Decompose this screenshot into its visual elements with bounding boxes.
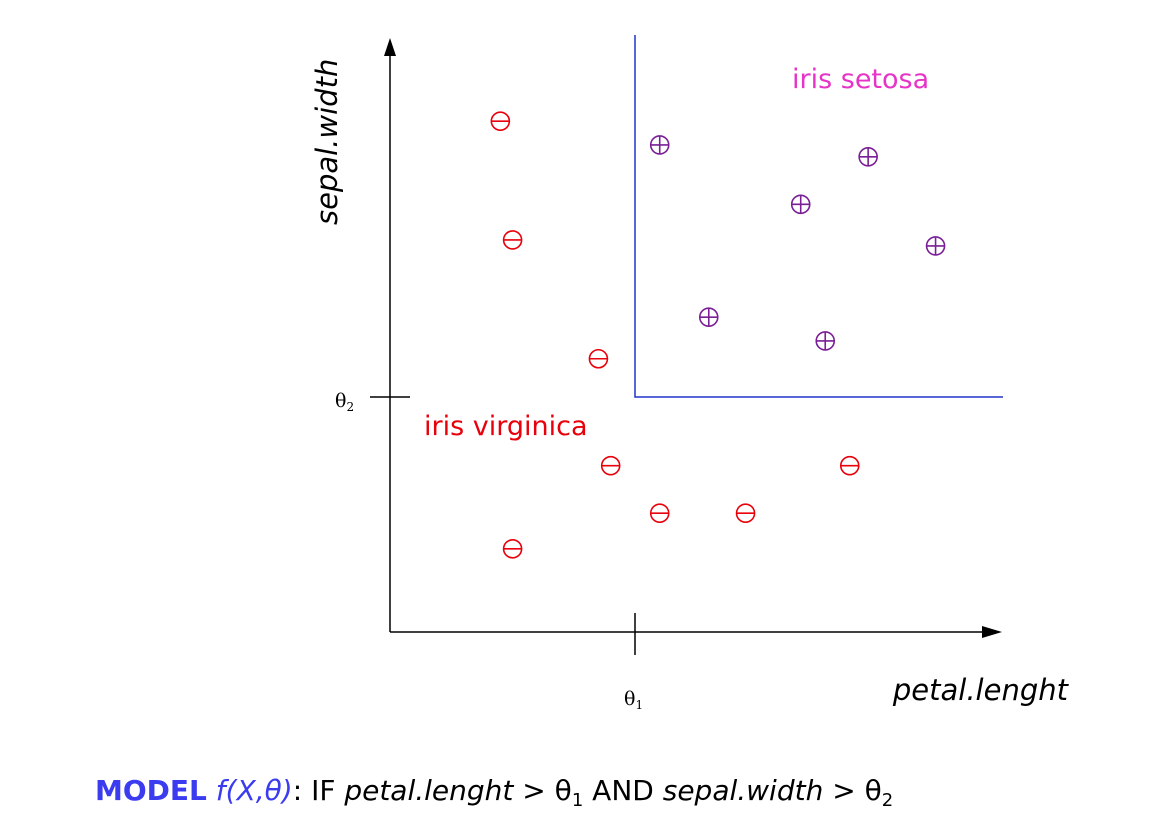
minus-marker bbox=[735, 503, 756, 524]
y-axis-label: sepal.width bbox=[310, 59, 344, 225]
decision-boundary-line bbox=[634, 35, 1003, 398]
theta2-label: θ2 bbox=[335, 390, 354, 414]
region-label-virginica: iris virginica bbox=[424, 411, 588, 442]
plus-marker bbox=[790, 194, 811, 215]
minus-marker bbox=[600, 455, 621, 476]
decision-boundary-diagram: petal.lenght sepal.width θ1 θ2 iris seto… bbox=[310, 35, 1070, 712]
model-theta2-sub: 2 bbox=[881, 790, 894, 811]
minus-marker bbox=[490, 111, 511, 131]
plus-marker bbox=[925, 236, 946, 256]
setosa-markers bbox=[649, 135, 946, 351]
plus-marker bbox=[698, 307, 719, 327]
plus-marker bbox=[649, 135, 670, 155]
x-axis-label: petal.lenght bbox=[892, 673, 1070, 707]
theta1-label: θ1 bbox=[624, 688, 643, 712]
minus-marker bbox=[839, 455, 860, 476]
plus-marker bbox=[858, 147, 878, 167]
model-var-sepal: sepal.width bbox=[662, 774, 824, 807]
model-keyword: MODEL bbox=[95, 774, 207, 807]
minus-marker bbox=[649, 503, 670, 524]
model-function: f(X,θ) bbox=[215, 774, 293, 807]
model-gt-theta2: > θ bbox=[823, 774, 882, 807]
model-rule: MODEL f(X,θ): IF petal.lenght > θ1 AND s… bbox=[95, 774, 893, 811]
model-theta1-sub: 1 bbox=[571, 790, 584, 811]
model-if: IF bbox=[311, 774, 345, 807]
region-label-setosa: iris setosa bbox=[792, 64, 929, 95]
model-gt-theta1: > θ bbox=[513, 774, 572, 807]
y-axis-arrow bbox=[384, 38, 396, 56]
model-var-petal: petal.lenght bbox=[344, 774, 514, 807]
minus-marker bbox=[502, 539, 523, 559]
model-and: AND bbox=[583, 774, 663, 807]
plus-marker bbox=[815, 331, 836, 351]
minus-marker bbox=[502, 230, 523, 250]
virginica-markers bbox=[490, 111, 860, 559]
model-colon: : bbox=[292, 774, 312, 807]
minus-marker bbox=[588, 348, 609, 369]
x-axis-arrow bbox=[982, 626, 1002, 638]
